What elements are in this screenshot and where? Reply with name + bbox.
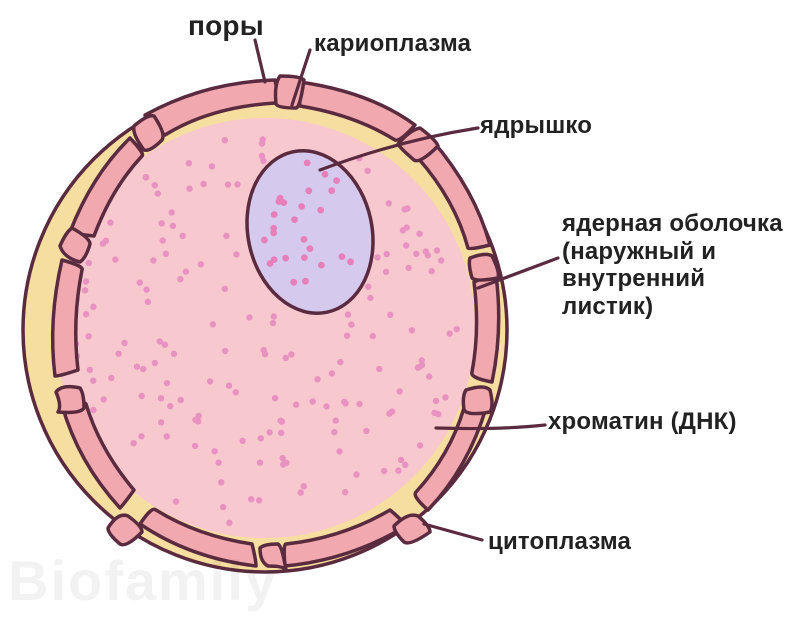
label-pores: поры <box>188 10 264 42</box>
envelope-pore <box>469 254 498 280</box>
label-envelope: ядерная оболочка (наружный и внутренний … <box>562 210 783 320</box>
label-chromatin: хроматин (ДНК) <box>548 408 737 436</box>
label-nucleolus: ядрышко <box>480 112 592 140</box>
envelope-segment <box>53 260 83 376</box>
envelope-segment <box>472 275 499 382</box>
label-cyto: цитоплазма <box>488 528 631 556</box>
watermark: Biofamily <box>8 548 278 613</box>
envelope-pore <box>463 387 492 414</box>
envelope-pore <box>56 387 84 413</box>
label-karyo: кариоплазма <box>314 30 471 58</box>
